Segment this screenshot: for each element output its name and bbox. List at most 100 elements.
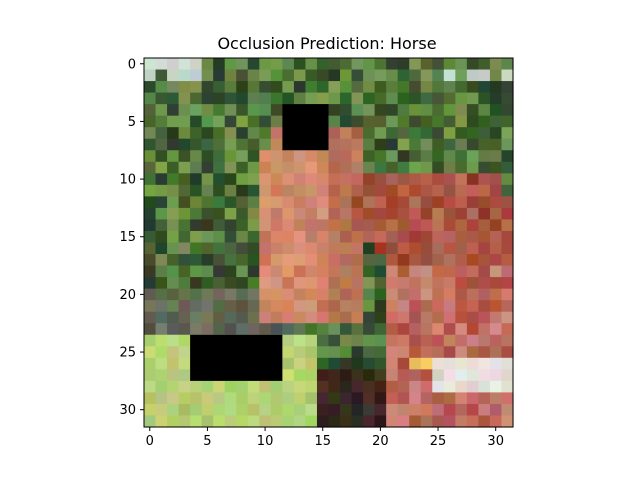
heatmap-cell xyxy=(501,288,514,301)
heatmap-cell xyxy=(293,161,307,174)
heatmap-cell xyxy=(144,334,157,347)
heatmap-cell xyxy=(167,288,180,301)
y-tick-label: 30 xyxy=(119,403,136,418)
heatmap-cell xyxy=(305,277,318,290)
heatmap-cell xyxy=(155,415,168,428)
heatmap-cell xyxy=(190,380,203,394)
heatmap-cell xyxy=(316,415,330,428)
heatmap-cell xyxy=(213,403,226,417)
heatmap-cell xyxy=(455,369,468,382)
heatmap-cell xyxy=(340,230,353,244)
heatmap-cell xyxy=(213,415,226,428)
heatmap-cell xyxy=(270,196,283,209)
heatmap-cell xyxy=(351,150,364,163)
heatmap-cell xyxy=(213,184,226,197)
heatmap-cell xyxy=(167,81,180,94)
heatmap-cell xyxy=(432,323,445,336)
heatmap-cell xyxy=(351,161,364,174)
heatmap-cell xyxy=(466,300,480,313)
heatmap-cell xyxy=(270,323,283,336)
heatmap-cell xyxy=(351,346,364,359)
heatmap-cell xyxy=(489,242,503,255)
heatmap-cell xyxy=(270,104,283,117)
heatmap-cell xyxy=(489,415,503,428)
heatmap-cell xyxy=(144,138,157,151)
heatmap-cell xyxy=(213,127,226,140)
heatmap-cell xyxy=(305,323,318,336)
heatmap-cell xyxy=(259,196,272,209)
heatmap-cell xyxy=(432,311,445,324)
heatmap-cell xyxy=(420,58,433,71)
heatmap-cell xyxy=(386,207,399,221)
heatmap-cell xyxy=(340,323,353,336)
heatmap-cell xyxy=(305,380,318,394)
heatmap-cell xyxy=(224,392,237,405)
heatmap-cell xyxy=(282,288,295,301)
heatmap-cell xyxy=(270,69,283,82)
heatmap-cell xyxy=(409,346,422,359)
heatmap-cell xyxy=(409,92,422,105)
heatmap-cell xyxy=(363,311,376,324)
heatmap-cell xyxy=(224,184,237,197)
heatmap-cell xyxy=(386,403,399,417)
y-axis: 0 5 10 15 20 25 30 xyxy=(119,57,144,418)
heatmap-cell xyxy=(351,104,364,117)
heatmap-cell xyxy=(432,415,445,428)
heatmap-cell xyxy=(167,127,180,140)
heatmap-cell xyxy=(305,184,318,197)
heatmap-cell xyxy=(259,254,272,267)
heatmap-cell xyxy=(155,265,168,278)
heatmap-cell xyxy=(282,254,295,267)
heatmap-cell xyxy=(316,357,330,370)
heatmap-cell xyxy=(374,150,387,163)
heatmap-cell xyxy=(305,173,318,186)
heatmap-cell xyxy=(144,115,157,128)
heatmap-cell xyxy=(155,230,168,244)
heatmap-cell xyxy=(432,150,445,163)
heatmap-cell xyxy=(213,288,226,301)
heatmap-cell xyxy=(213,58,226,71)
heatmap-cell xyxy=(340,115,353,128)
heatmap-cell xyxy=(270,254,283,267)
heatmap-cell xyxy=(466,92,480,105)
heatmap-cell xyxy=(213,92,226,105)
heatmap-cell xyxy=(282,346,295,359)
heatmap-cell xyxy=(155,127,168,140)
heatmap-cell xyxy=(213,138,226,151)
heatmap-cell xyxy=(363,92,376,105)
heatmap-cell xyxy=(328,58,341,71)
heatmap-cell xyxy=(363,207,376,221)
heatmap-cell xyxy=(489,161,503,174)
heatmap-cell xyxy=(155,196,168,209)
heatmap-cell xyxy=(489,69,503,82)
heatmap-cell xyxy=(340,415,353,428)
heatmap-cell xyxy=(432,173,445,186)
heatmap-cell xyxy=(190,150,203,163)
heatmap-cell xyxy=(155,392,168,405)
heatmap-cell xyxy=(489,323,503,336)
heatmap-cell xyxy=(178,115,191,128)
heatmap-cell xyxy=(155,300,168,313)
heatmap-cell xyxy=(397,161,410,174)
heatmap-cell xyxy=(305,346,318,359)
heatmap-cell xyxy=(478,150,491,163)
heatmap-cell xyxy=(167,346,180,359)
heatmap-cell xyxy=(351,254,364,267)
heatmap-cell xyxy=(420,196,433,209)
heatmap-cell xyxy=(259,403,272,417)
heatmap-cell xyxy=(236,69,249,82)
heatmap-cell xyxy=(236,173,249,186)
heatmap-cell xyxy=(224,173,237,186)
heatmap-cell xyxy=(455,334,468,347)
heatmap-cell xyxy=(478,346,491,359)
heatmap-cell xyxy=(386,138,399,151)
heatmap-cell xyxy=(466,81,480,94)
heatmap-cell xyxy=(501,58,514,71)
heatmap-cell xyxy=(144,346,157,359)
heatmap-cell xyxy=(397,184,410,197)
y-tick-label: 10 xyxy=(119,173,136,188)
heatmap-cell xyxy=(270,184,283,197)
heatmap-cell xyxy=(340,184,353,197)
heatmap-cell xyxy=(374,369,387,382)
heatmap-cell xyxy=(432,288,445,301)
